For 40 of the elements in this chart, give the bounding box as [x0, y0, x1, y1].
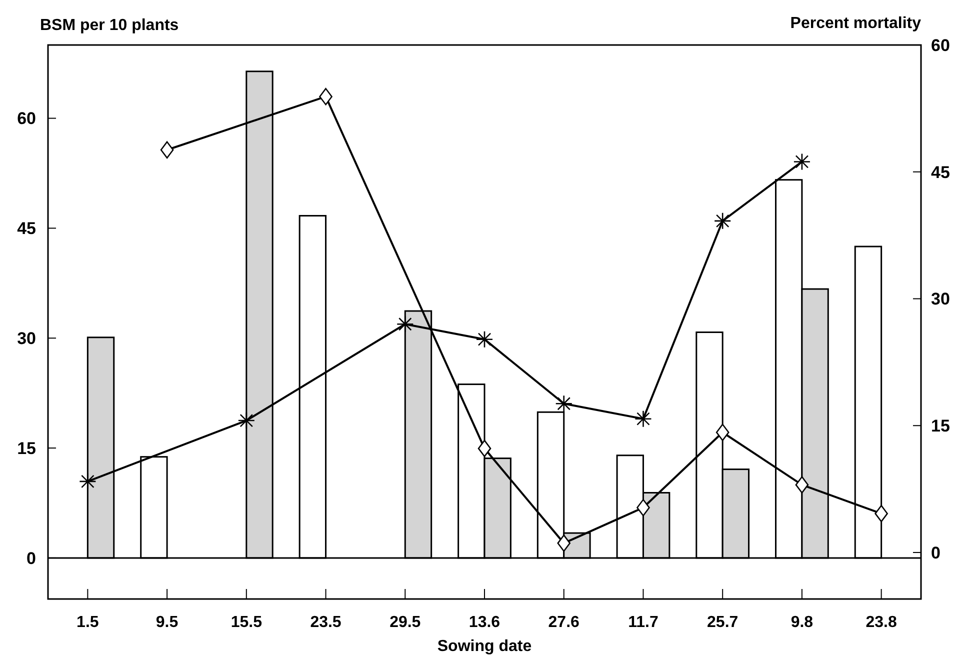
x-tick-label: 25.7 [707, 614, 738, 631]
point [793, 153, 811, 170]
x-tick-label: 1.5 [76, 614, 99, 631]
point [636, 499, 650, 516]
y2-tick-label: 60 [931, 36, 950, 55]
y-tick-label: 60 [17, 109, 36, 128]
y-tick-label: 30 [17, 329, 36, 348]
x-tick-label: 29.5 [390, 614, 421, 631]
x-tick-label: 13.6 [468, 614, 500, 631]
x-tick-label: 11.7 [628, 614, 658, 631]
point [634, 410, 652, 428]
x-tick-label: 23.5 [310, 614, 342, 631]
point [478, 440, 492, 458]
point [319, 88, 332, 106]
y2-tick-label: 30 [931, 290, 950, 309]
point [795, 476, 809, 494]
point [396, 315, 414, 333]
x-tick-label: 15.5 [230, 614, 262, 631]
y2-tick-label: 15 [931, 416, 950, 436]
y-tick-label: 45 [17, 219, 36, 238]
point [714, 212, 732, 230]
y2-tick-label: 45 [931, 162, 950, 182]
point [79, 472, 96, 490]
point [555, 394, 573, 412]
point [476, 330, 494, 348]
x-tick-label: 9.5 [156, 614, 178, 631]
point [238, 412, 256, 430]
x-tick-label: 9.8 [790, 614, 814, 631]
y2-tick-label: 0 [931, 543, 940, 562]
x-axis-title: Sowing date [437, 638, 532, 655]
y-tick-label: 15 [17, 438, 36, 458]
point [557, 534, 571, 552]
y-axis-title: BSM per 10 plants [40, 17, 179, 34]
point [160, 141, 174, 159]
y2-axis-title: Percent mortality [790, 15, 922, 32]
point [874, 504, 888, 522]
x-tick-label: 27.6 [548, 614, 580, 631]
y-tick-label: 0 [26, 548, 36, 568]
point [716, 424, 730, 442]
x-tick-label: 23.8 [866, 614, 897, 631]
